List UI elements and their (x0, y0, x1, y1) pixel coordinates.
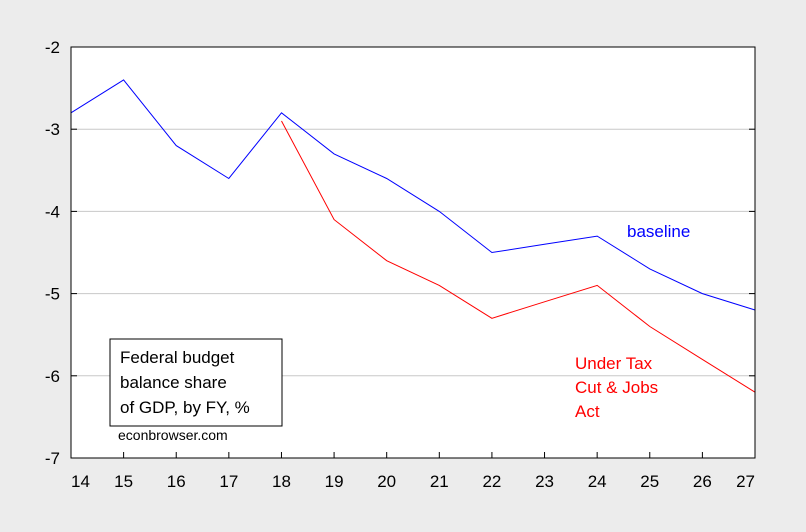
series-label-tcja-line-3: Act (575, 402, 600, 421)
series-line-tcja (281, 120, 756, 393)
x-tick-label: 18 (272, 472, 291, 491)
x-tick-label: 24 (588, 472, 607, 491)
annotation-text: Federal budget balance share of GDP, by … (120, 348, 250, 417)
x-tick-label: 19 (325, 472, 344, 491)
annotation-box (109, 338, 283, 427)
x-tick-label: 26 (693, 472, 712, 491)
x-tick-label: 20 (377, 472, 396, 491)
x-tick-label: 25 (640, 472, 659, 491)
x-tick-label: 27 (736, 472, 755, 491)
y-tick-label: -4 (45, 202, 60, 221)
y-tick-label: -3 (45, 120, 60, 139)
annotation-line-3: of GDP, by FY, % (120, 398, 250, 417)
series-label-baseline: baseline (627, 222, 690, 241)
y-tick-label: -7 (45, 449, 60, 468)
x-tick-label: 17 (219, 472, 238, 491)
x-tick-label: 15 (114, 472, 133, 491)
series-label-tcja-line-2: Cut & Jobs (575, 378, 658, 397)
annotation-line-2: balance share (120, 373, 227, 392)
annotation-line-1: Federal budget (120, 348, 235, 367)
x-axis: 14 15 16 17 18 19 20 21 22 23 24 25 26 27 (70, 452, 756, 491)
series-line-baseline (70, 79, 756, 311)
x-tick-label: 14 (71, 472, 90, 491)
y-tick-label: -6 (45, 367, 60, 386)
x-tick-label: 21 (430, 472, 449, 491)
series-label-tcja-line-1: Under Tax (575, 354, 653, 373)
y-tick-label: -5 (45, 285, 60, 304)
y-tick-label: -2 (45, 38, 60, 57)
x-tick-label: 23 (535, 472, 554, 491)
x-tick-label: 22 (482, 472, 501, 491)
x-tick-label: 16 (167, 472, 186, 491)
y-axis: -2 -3 -4 -5 -6 -7 (45, 38, 755, 468)
plot-frame (70, 46, 756, 459)
source-credit: econbrowser.com (118, 427, 228, 443)
series-layer (70, 79, 756, 393)
series-label-tcja: Under Tax Cut & Jobs Act (575, 354, 663, 421)
